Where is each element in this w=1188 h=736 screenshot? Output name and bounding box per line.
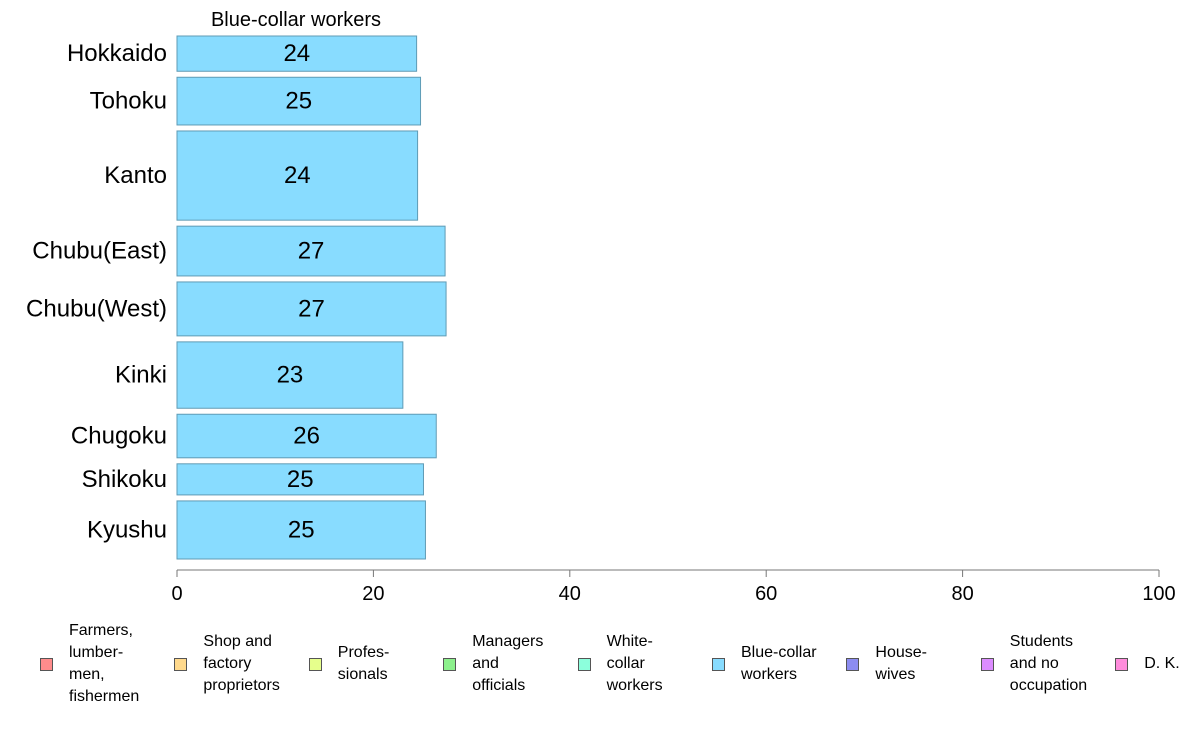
data-label: 26 xyxy=(293,423,320,450)
legend-item: Students and no occupation xyxy=(980,618,1088,710)
legend-item: D. K. xyxy=(1115,618,1180,710)
legend-item: Managers and officials xyxy=(443,618,543,710)
legend-swatch xyxy=(1115,657,1129,671)
legend-swatch xyxy=(443,657,457,671)
x-tick-label: 100 xyxy=(1142,583,1175,605)
bar-chugoku xyxy=(176,413,437,459)
x-tick-label: 20 xyxy=(362,583,384,605)
legend-label: Blue-collar workers xyxy=(741,644,817,683)
category-label: Kanto xyxy=(104,162,167,189)
legend-swatch xyxy=(174,657,188,671)
category-label: Hokkaido xyxy=(67,40,167,67)
legend-item: Shop and factory proprietors xyxy=(174,618,280,710)
legend-swatch xyxy=(577,657,591,671)
category-label: Chubu(East) xyxy=(32,238,167,265)
legend-item: House- wives xyxy=(846,618,927,710)
legend-swatch xyxy=(40,657,53,671)
legend-swatch xyxy=(308,657,322,671)
data-label: 25 xyxy=(285,88,312,115)
category-label: Chubu(West) xyxy=(26,295,167,322)
data-label: 24 xyxy=(283,40,310,67)
x-tick-label: 60 xyxy=(755,583,777,605)
bar-kinki xyxy=(176,341,404,409)
category-label: Kinki xyxy=(115,362,167,389)
legend-label: White- collar workers xyxy=(606,633,663,694)
legend-label: Farmers, lumber- men, fishermen xyxy=(69,622,140,705)
legend-label: Students and no occupation xyxy=(1009,633,1088,694)
legend-label: Shop and factory proprietors xyxy=(203,633,280,694)
x-tick-label: 0 xyxy=(171,583,182,605)
bar-kyushu xyxy=(176,500,426,560)
legend-item: Farmers, lumber- men, fishermen xyxy=(40,618,139,710)
data-label: 24 xyxy=(284,162,311,189)
data-label: 25 xyxy=(287,466,314,493)
x-tick-label: 40 xyxy=(559,583,581,605)
legend: Farmers, lumber- men, fishermen Shop and … xyxy=(0,618,1188,728)
legend-label: Managers and officials xyxy=(472,633,544,694)
legend-swatch xyxy=(980,657,994,671)
category-label: Kyushu xyxy=(87,516,167,543)
data-label: 27 xyxy=(298,238,325,265)
bar-shikoku xyxy=(176,463,424,496)
bar-chart: Blue-collar workers Hokkaido 24 Tohoku 25 Ka… xyxy=(26,9,1176,605)
legend-item: Blue-collar workers xyxy=(712,618,817,710)
legend-swatch xyxy=(712,657,725,671)
chart-title: Blue-collar workers xyxy=(211,9,381,31)
legend-label: House- wives xyxy=(875,644,927,683)
data-label: 25 xyxy=(288,516,315,543)
x-tick-label: 80 xyxy=(951,583,973,605)
bars-group: Hokkaido 24 Tohoku 25 Kanto 24 Chubu(East) 27 Ch… xyxy=(26,35,447,560)
legend-item: White- collar workers xyxy=(577,618,663,710)
category-label: Shikoku xyxy=(82,466,167,493)
data-label: 27 xyxy=(298,295,325,322)
bar-tohoku xyxy=(176,76,422,126)
x-axis: 0 20 40 60 80 100 xyxy=(171,569,1176,605)
legend-label: Profes- sionals xyxy=(337,644,390,683)
bar-chubu-east- xyxy=(176,225,446,277)
category-label: Tohoku xyxy=(90,88,167,115)
category-label: Chugoku xyxy=(71,423,167,450)
legend-label: D. K. xyxy=(1144,655,1180,672)
legend-item: Profes- sionals xyxy=(308,618,390,710)
legend-swatch xyxy=(846,657,860,671)
data-label: 23 xyxy=(277,362,304,389)
bar-hokkaido xyxy=(176,35,418,72)
bar-chubu-west- xyxy=(176,281,447,337)
bar-kanto xyxy=(176,130,419,221)
